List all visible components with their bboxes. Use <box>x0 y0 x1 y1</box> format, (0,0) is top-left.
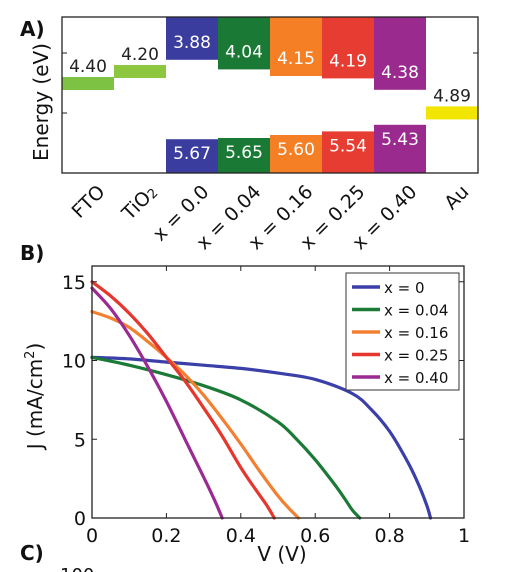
panel-b-y-axis-label: J (mA/cm2) <box>23 343 47 452</box>
panel-b-plot-frame <box>91 265 465 519</box>
panel-b-y-tick-label-3: 15 <box>62 272 86 294</box>
panel-b-letter: B) <box>20 241 44 265</box>
panel-a-bars <box>62 17 478 173</box>
panel-a-value-label-9: 5.65 <box>225 143 263 163</box>
panel-a-vb-bar-6 <box>374 124 426 173</box>
panel-a-vb-bar-4 <box>270 135 322 173</box>
panel-a-cb-bar-5 <box>322 17 374 79</box>
panel-a-value-label-6: 4.38 <box>381 63 419 83</box>
panel-b-y-axis-label-sup: 2 <box>23 351 38 359</box>
panel-a-letter: A) <box>20 17 45 41</box>
panel-a-vb-bar-3 <box>218 138 270 173</box>
panel-b-legend-label-4: x = 0.40 <box>384 369 448 387</box>
panel-a-x-tick-label-1: TiO2 <box>117 181 161 225</box>
panel-b-y-tick-label-0: 0 <box>74 508 86 530</box>
panel-b-y-tick-label-1: 5 <box>74 429 86 451</box>
panel-a-vb-bar-5 <box>322 131 374 173</box>
panel-b-legend-label-3: x = 0.25 <box>384 347 448 365</box>
panel-b-x-axis-label: V (V) <box>257 542 306 566</box>
panel-a-cb-bar-4 <box>270 17 322 76</box>
panel-b-legend-label-0: x = 0 <box>384 279 425 297</box>
panel-b-series-1 <box>90 355 362 520</box>
panel-b-x-tick-label-3: 0.6 <box>300 525 330 547</box>
panel-a-level-0 <box>62 77 114 90</box>
panel-a-y-axis-label: Energy (eV) <box>29 43 53 161</box>
panel-b-series-3 <box>90 280 276 520</box>
panel-a-value-label-1: 4.20 <box>121 45 159 65</box>
panel-a-value-label-7: 4.89 <box>433 86 471 106</box>
panel-a-x-tick-label-text-0: FTO <box>67 181 109 223</box>
panel-a-vb-bar-2 <box>166 139 218 173</box>
panel-b-series-4 <box>90 286 224 520</box>
panel-b-y-axis-label-end: ) <box>23 343 47 351</box>
panel-a-level-7 <box>426 106 478 120</box>
panel-a-value-label-3: 4.04 <box>225 42 263 62</box>
panel-b-legend-items: x = 0 x = 0.04 x = 0.16 x = 0.25 x = 0.40 <box>352 279 448 387</box>
panel-b-y-tick-label-2: 10 <box>62 351 86 373</box>
panel-b-legend: x = 0 x = 0.04 x = 0.16 x = 0.25 x = 0.40 <box>345 272 460 391</box>
panel-a-value-label-0: 4.40 <box>69 57 107 77</box>
panel-b-series-2 <box>90 310 301 520</box>
panel-a-cb-bar-3 <box>218 17 270 70</box>
panel-b-x-tick-label-4: 0.8 <box>374 525 404 547</box>
panel-a-x-tick-label-7: Au <box>440 181 473 214</box>
panel-a-value-label-5: 4.19 <box>329 51 367 71</box>
panel-c-cut-tick-label: 100 <box>60 565 94 572</box>
panel-a-value-label-2: 3.88 <box>173 33 211 53</box>
panel-a-x-tick-label-0: FTO <box>67 181 109 223</box>
panel-b-x-tick-label-1: 0.2 <box>151 525 181 547</box>
panel-a-value-label-4: 4.15 <box>277 49 315 69</box>
panel-b-x-tick-label-0: 0 <box>86 525 98 547</box>
panel-c: C) 100 <box>20 541 94 572</box>
panel-b-x-tick-label-2: 0.4 <box>226 525 256 547</box>
panel-a-cb-bar-2 <box>166 17 218 60</box>
panel-b-legend-label-2: x = 0.16 <box>384 324 448 342</box>
panel-b-legend-label-1: x = 0.04 <box>384 302 448 320</box>
panel-b-curves <box>90 280 433 520</box>
panel-a-plot-frame <box>61 16 479 174</box>
panel-a-value-label-10: 5.60 <box>277 140 315 160</box>
panel-a-value-labels: 4.40 4.20 3.88 4.04 4.15 4.19 4.38 4.89 5.67 5.65… <box>69 33 471 164</box>
panel-b-y-axis-label-main: J (mA/cm <box>23 359 47 451</box>
panel-b-x-tick-label-5: 1 <box>458 525 470 547</box>
panel-a-level-1 <box>114 65 166 78</box>
panel-a-cb-bar-6 <box>374 17 426 90</box>
panel-c-letter: C) <box>20 541 44 565</box>
panel-a-value-label-11: 5.54 <box>329 136 367 156</box>
panel-a: A) Energy (eV) 4.404.203.88 4.04 4.15 4.194… <box>20 16 479 254</box>
panel-a-value-label-12: 5.43 <box>381 130 419 150</box>
panel-a-x-tick-label-text-7: Au <box>440 181 473 214</box>
panel-a-value-label-8: 5.67 <box>173 144 211 164</box>
